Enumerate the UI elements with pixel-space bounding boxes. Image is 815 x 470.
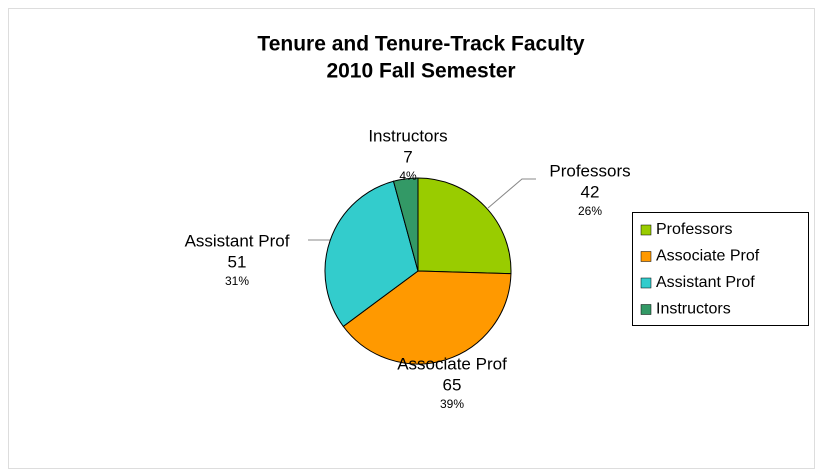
- legend-label: Professors: [656, 221, 732, 238]
- slice-percent: 39%: [440, 397, 464, 411]
- pie-slice: [417, 177, 512, 275]
- slice-label: Professors: [549, 161, 630, 180]
- slice-label: Instructors: [368, 126, 447, 145]
- slice-value: 51: [228, 252, 247, 271]
- legend-label: Instructors: [656, 301, 731, 318]
- slice-value: 7: [403, 147, 412, 166]
- legend-swatch: [640, 304, 652, 315]
- legend-label: Associate Prof: [656, 248, 760, 265]
- leader-line: [487, 178, 536, 209]
- slice-percent: 26%: [578, 204, 602, 218]
- chart-title: Tenure and Tenure-Track Faculty: [257, 33, 584, 56]
- slice-value: 65: [443, 375, 462, 394]
- pie-slice: [342, 270, 512, 365]
- slice-label: Associate Prof: [397, 354, 507, 373]
- slice-label: Assistant Prof: [185, 231, 290, 250]
- legend-box: [632, 212, 809, 326]
- legend-swatch: [640, 224, 652, 236]
- legend-swatch: [640, 277, 652, 289]
- pie-slice: [392, 177, 419, 272]
- slice-percent: 31%: [225, 274, 249, 288]
- chart-subtitle: 2010 Fall Semester: [326, 60, 515, 83]
- slice-percent: 4%: [399, 169, 417, 183]
- legend-swatch: [640, 251, 652, 262]
- legend-label: Assistant Prof: [656, 274, 755, 291]
- pie-slice: [324, 180, 419, 328]
- slice-value: 42: [581, 182, 600, 201]
